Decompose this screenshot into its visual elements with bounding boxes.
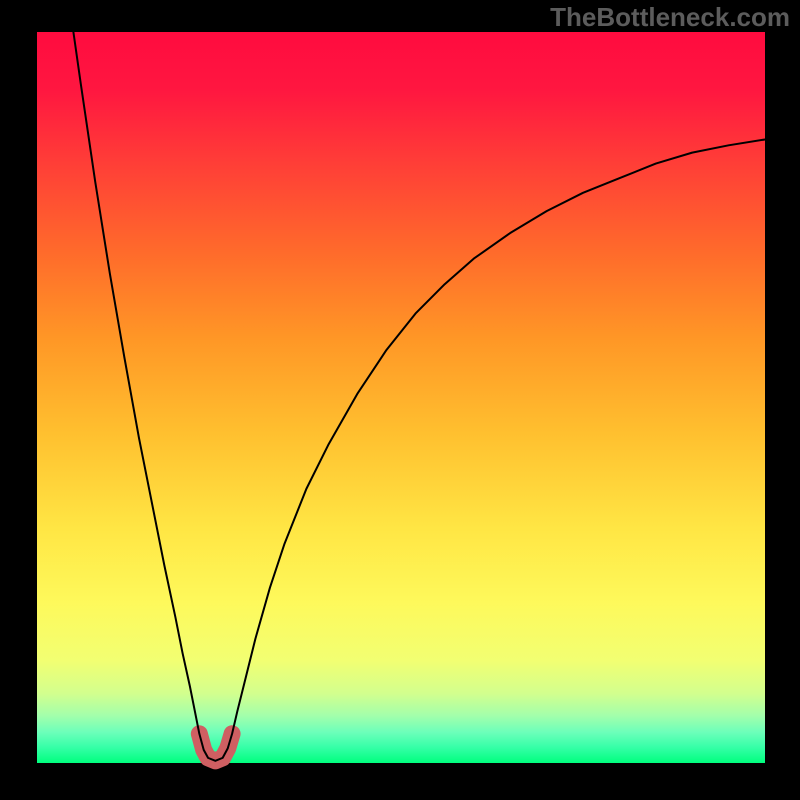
plot-background <box>37 32 765 763</box>
watermark-text: TheBottleneck.com <box>550 2 790 32</box>
chart-svg: TheBottleneck.com <box>0 0 800 800</box>
bottleneck-chart: TheBottleneck.com <box>0 0 800 800</box>
